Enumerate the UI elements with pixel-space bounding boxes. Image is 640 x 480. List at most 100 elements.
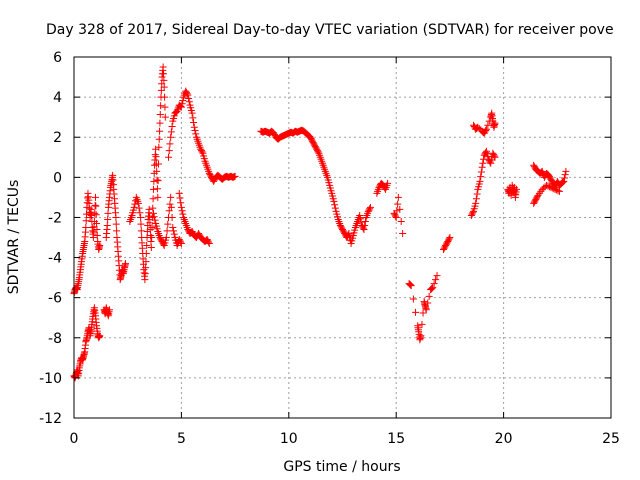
data-point bbox=[331, 204, 339, 212]
data-point bbox=[422, 306, 430, 314]
data-point bbox=[345, 229, 353, 237]
data-point bbox=[91, 193, 99, 201]
data-point bbox=[392, 213, 400, 221]
data-point bbox=[150, 213, 158, 221]
data-point bbox=[330, 197, 338, 205]
y-tick-label: -10 bbox=[39, 371, 62, 387]
data-point bbox=[191, 127, 199, 135]
data-point bbox=[417, 332, 425, 340]
data-point bbox=[160, 240, 167, 248]
y-tick-label: 0 bbox=[53, 170, 62, 186]
data-point bbox=[154, 177, 162, 185]
data-point bbox=[134, 199, 142, 207]
data-point bbox=[92, 202, 100, 210]
data-point bbox=[469, 209, 477, 217]
data-point bbox=[136, 209, 144, 217]
data-point bbox=[104, 215, 112, 223]
data-point bbox=[433, 272, 441, 280]
data-point bbox=[190, 119, 198, 127]
data-point bbox=[472, 195, 480, 203]
data-point bbox=[177, 103, 185, 111]
data-point bbox=[177, 199, 185, 207]
data-point bbox=[396, 205, 404, 213]
data-point bbox=[165, 147, 173, 155]
data-point bbox=[472, 199, 480, 207]
data-point bbox=[477, 173, 485, 181]
y-tick-label: 4 bbox=[53, 90, 62, 106]
data-point bbox=[168, 123, 176, 131]
data-point bbox=[175, 189, 183, 197]
x-tick-labels: 0 5 10 15 20 25 bbox=[70, 431, 620, 447]
data-point bbox=[185, 98, 193, 106]
data-point bbox=[160, 76, 168, 84]
data-point bbox=[137, 213, 145, 221]
y-tick-labels: -12 -10 -8 -6 -4 -2 0 2 4 6 bbox=[39, 50, 62, 427]
data-point bbox=[142, 264, 150, 272]
data-point bbox=[550, 185, 558, 193]
data-point bbox=[553, 186, 561, 194]
data-point bbox=[406, 280, 414, 288]
data-point bbox=[487, 156, 495, 164]
data-point bbox=[551, 185, 559, 193]
data-point bbox=[446, 234, 454, 241]
data-point bbox=[430, 280, 438, 288]
data-point bbox=[137, 227, 145, 235]
chart-title: Day 328 of 2017, Sidereal Day-to-day VTE… bbox=[46, 22, 614, 38]
data-point bbox=[545, 183, 553, 191]
data-point bbox=[428, 284, 436, 292]
data-point bbox=[478, 163, 486, 171]
data-point bbox=[143, 242, 151, 250]
data-point bbox=[155, 135, 163, 143]
y-tick-label: -12 bbox=[39, 411, 62, 427]
data-point bbox=[167, 193, 175, 201]
data-point bbox=[560, 174, 568, 182]
data-point bbox=[149, 185, 157, 193]
data-point bbox=[427, 285, 435, 293]
data-point bbox=[473, 190, 481, 198]
data-point bbox=[366, 205, 374, 213]
data-point bbox=[391, 212, 399, 220]
data-point bbox=[149, 204, 157, 212]
data-point bbox=[366, 203, 374, 211]
data-point bbox=[157, 86, 165, 94]
data-point bbox=[356, 215, 364, 223]
data-point bbox=[141, 276, 149, 284]
data-point bbox=[149, 195, 157, 203]
data-point bbox=[82, 223, 90, 231]
data-point bbox=[147, 238, 155, 246]
data-point bbox=[558, 179, 566, 187]
data-point bbox=[105, 306, 113, 314]
data-point bbox=[554, 187, 562, 195]
data-point bbox=[476, 177, 484, 185]
data-point bbox=[157, 102, 165, 110]
x-axis-label: GPS time / hours bbox=[283, 459, 400, 475]
data-point bbox=[156, 127, 164, 135]
data-point bbox=[412, 308, 420, 316]
data-point bbox=[153, 185, 161, 193]
data-point bbox=[189, 114, 197, 122]
data-point bbox=[178, 207, 186, 215]
data-point bbox=[96, 332, 104, 340]
data-point bbox=[544, 182, 552, 190]
data-point bbox=[154, 193, 162, 201]
data-point bbox=[394, 200, 402, 208]
data-point bbox=[93, 225, 101, 233]
data-point bbox=[491, 153, 499, 161]
data-point bbox=[164, 220, 172, 228]
data-point bbox=[361, 217, 369, 225]
data-point bbox=[188, 109, 196, 117]
data-point bbox=[205, 240, 213, 248]
x-tick-label: 15 bbox=[387, 431, 405, 447]
y-tick-label: -6 bbox=[48, 291, 62, 307]
x-tick-label: 5 bbox=[177, 431, 186, 447]
data-point bbox=[184, 91, 192, 99]
data-point bbox=[93, 219, 101, 227]
data-point bbox=[560, 177, 568, 185]
data-point bbox=[425, 292, 433, 300]
data-point bbox=[179, 210, 187, 218]
data-point bbox=[205, 238, 213, 246]
data-point bbox=[146, 212, 154, 220]
data-point bbox=[112, 213, 120, 221]
data-point bbox=[160, 70, 167, 78]
